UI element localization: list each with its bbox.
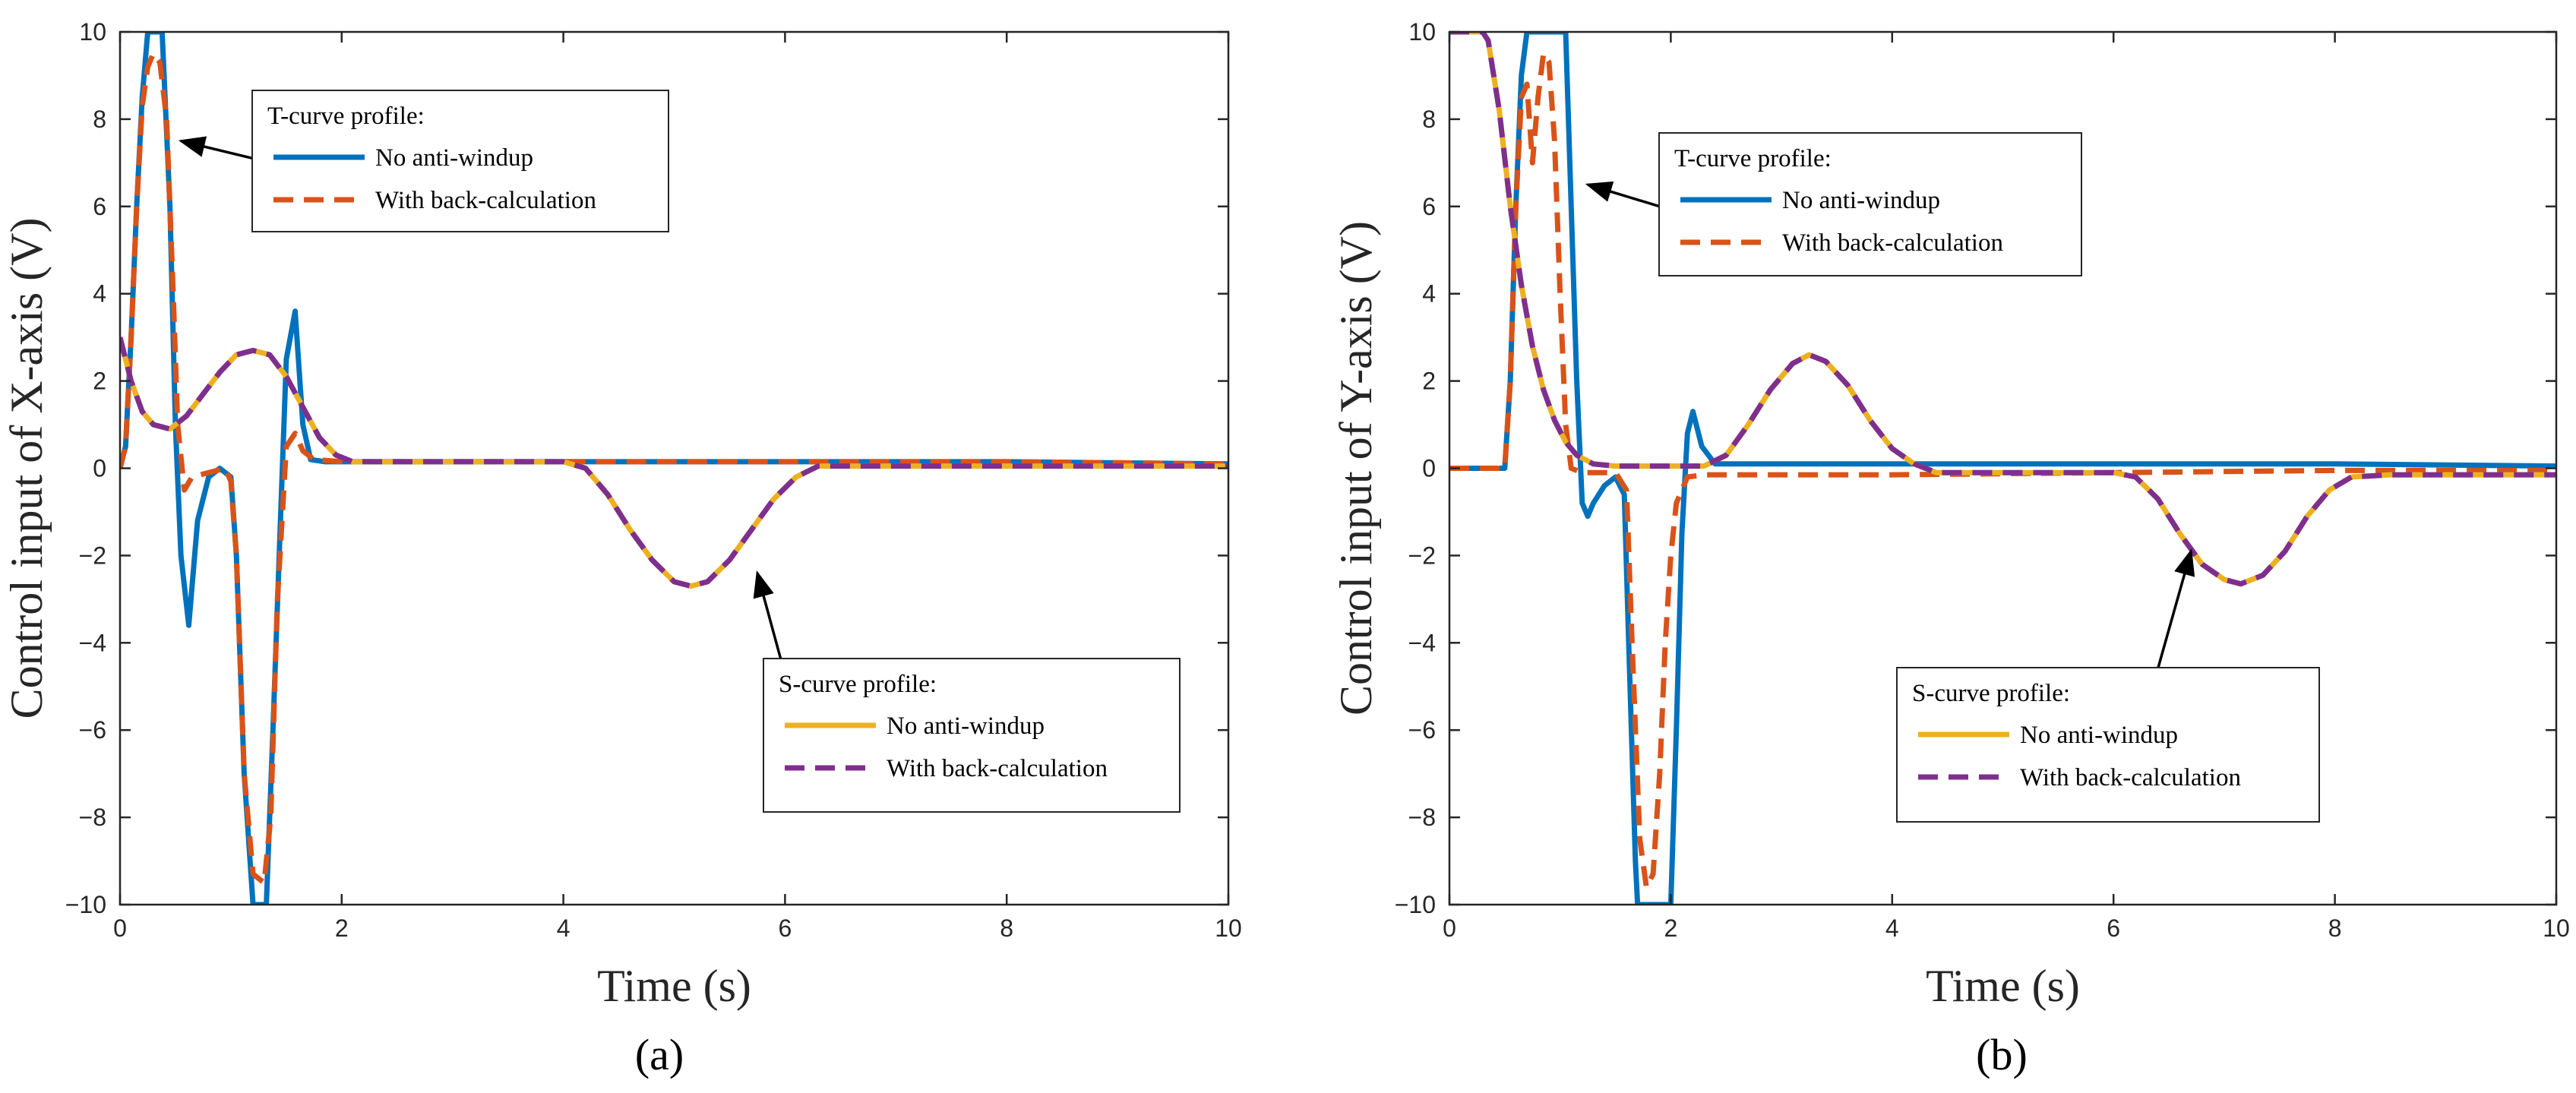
y-tick-label: −10 <box>65 891 106 918</box>
y-tick-label: −10 <box>1395 891 1436 918</box>
series-line-s-bc <box>1449 32 2556 587</box>
x-tick-label: 0 <box>113 915 127 942</box>
y-tick-label: −2 <box>1408 542 1436 569</box>
legend-box <box>1896 667 2320 823</box>
y-tick-label: 6 <box>1422 193 1436 220</box>
legend-entry-label: No anti-windup <box>887 712 1045 740</box>
panel-caption: (a) <box>635 1030 684 1079</box>
legend-title: T-curve profile: <box>1674 145 1832 172</box>
legend-s-curve: S-curve profile: No anti-windup With back-… <box>763 658 1181 813</box>
series-line-s-bc <box>120 336 1228 589</box>
x-tick-label: 0 <box>1443 915 1456 942</box>
panel-caption: (b) <box>1976 1030 2028 1079</box>
y-tick-label: 2 <box>1422 368 1436 395</box>
x-tick-label: 4 <box>1885 915 1899 942</box>
legend-entry-label: With back-calculation <box>1782 229 2003 257</box>
legend-box <box>251 90 669 232</box>
series-line-t-bc <box>120 51 1228 886</box>
legend-t-curve: T-curve profile: No anti-windup With back-… <box>251 90 669 232</box>
panel-b: 0 2 4 6 8 10 −10 −8 −6 −4 −2 0 2 4 6 8 10 Time (s) Control… <box>1331 18 2570 1079</box>
legend-t-curve: T-curve profile: No anti-windup With back-… <box>1658 132 2082 276</box>
legend-entry-label: With back-calculation <box>887 755 1108 782</box>
legend-entry-label: No anti-windup <box>1782 187 1940 214</box>
annotation-arrow <box>1585 181 1661 208</box>
series-group <box>1449 32 2556 905</box>
y-tick-label: 0 <box>1422 455 1436 482</box>
y-tick-label: 8 <box>93 106 106 133</box>
legend-entry-label: No anti-windup <box>375 144 533 172</box>
x-tick-label: 2 <box>1664 915 1678 942</box>
legend-entry-label: With back-calculation <box>2020 764 2241 791</box>
y-tick-label: 4 <box>93 280 106 308</box>
panel-a: 0 2 4 6 8 10 −10 −8 −6 −4 −2 0 2 4 6 8 10 Time (s) Control… <box>2 18 1242 1079</box>
x-tick-label: 10 <box>1215 915 1242 942</box>
x-tick-label: 10 <box>2543 915 2570 942</box>
y-tick-label: −2 <box>79 542 106 569</box>
y-axis-label: Control input of Y-axis (V) <box>1331 221 1381 716</box>
y-tick-label: 6 <box>93 193 106 220</box>
y-axis-label: Control input of X-axis (V) <box>2 218 52 719</box>
legend-box <box>1658 132 2082 276</box>
y-tick-label: 10 <box>79 18 106 46</box>
annotation-arrow <box>2156 548 2195 670</box>
y-tick-label: 0 <box>93 455 106 482</box>
y-tick-label: 10 <box>1408 18 1436 46</box>
legend-title: T-curve profile: <box>267 103 425 130</box>
legend-title: S-curve profile: <box>779 671 937 698</box>
y-tick-label: −6 <box>1408 716 1436 744</box>
x-tick-label: 8 <box>2328 915 2342 942</box>
x-tick-label: 2 <box>335 915 349 942</box>
series-group <box>120 32 1228 905</box>
series-line-t-bc <box>1449 51 2556 890</box>
legend-s-curve: S-curve profile: No anti-windup With back-… <box>1896 667 2320 823</box>
y-tick-label: 2 <box>93 368 106 395</box>
y-tick-label: −4 <box>1408 629 1436 656</box>
x-tick-label: 8 <box>1000 915 1013 942</box>
x-axis-label: Time (s) <box>597 961 751 1011</box>
legend-box <box>763 658 1181 813</box>
y-tick-label: −4 <box>79 629 106 656</box>
legend-entry-label: No anti-windup <box>2020 722 2178 749</box>
y-tick-label: −8 <box>1408 804 1436 831</box>
y-tick-label: 8 <box>1422 106 1436 133</box>
y-tick-label: −6 <box>79 716 106 744</box>
x-tick-label: 6 <box>2107 915 2120 942</box>
series-line-t-no <box>1449 32 2556 905</box>
x-axis-label: Time (s) <box>1926 961 2080 1011</box>
y-tick-label: 4 <box>1422 280 1436 308</box>
annotation-arrow <box>178 136 254 160</box>
y-tick-label: −8 <box>79 804 106 831</box>
series-line-s-no <box>1449 32 2556 587</box>
legend-entry-label: With back-calculation <box>375 187 596 214</box>
x-tick-label: 4 <box>557 915 571 942</box>
legend-title: S-curve profile: <box>1912 680 2070 707</box>
x-tick-label: 6 <box>779 915 792 942</box>
